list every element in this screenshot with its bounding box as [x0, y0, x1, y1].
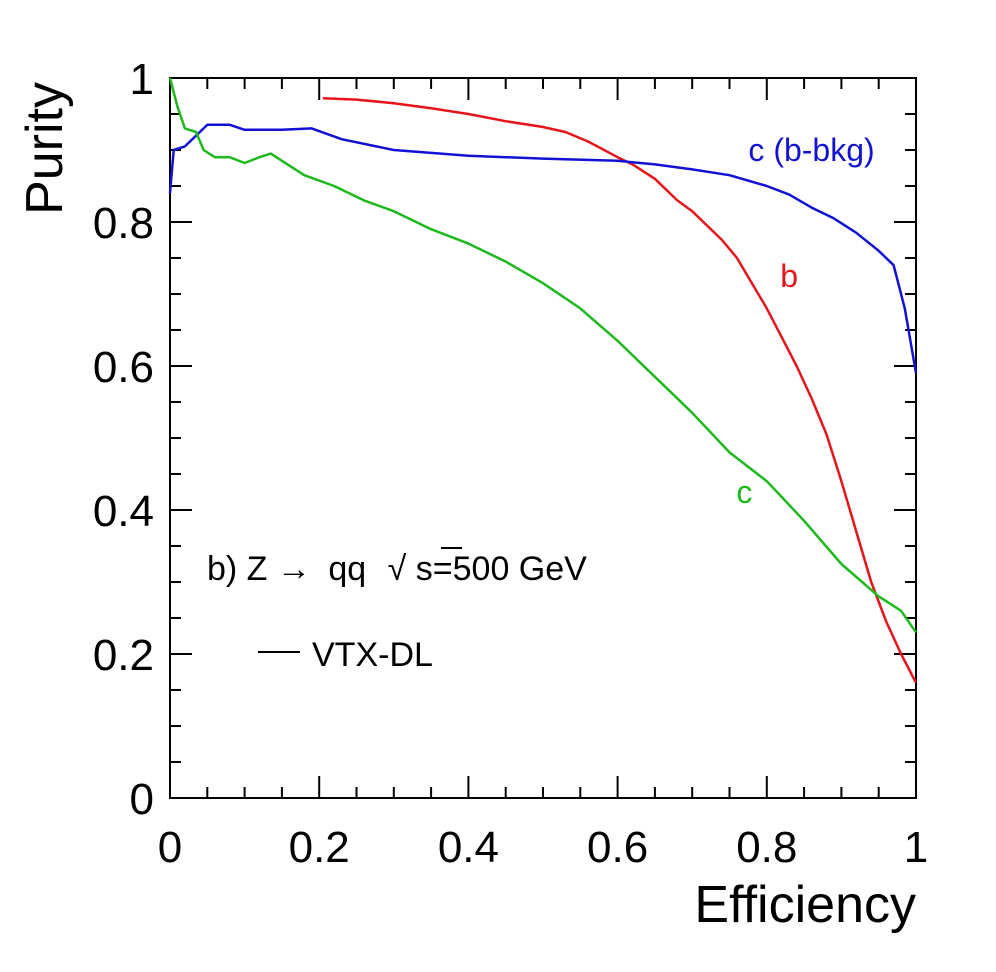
series-label: c (b-bkg) — [748, 132, 874, 168]
y-tick-label: 0.4 — [93, 487, 154, 536]
arrow-icon: → — [277, 550, 311, 588]
y-tick-label: 0.6 — [93, 343, 154, 392]
y-tick-label: 1 — [130, 55, 154, 104]
annotation-energy: s=500 GeV — [416, 550, 587, 588]
annotation-process: qq — [328, 550, 366, 588]
series-label: b — [780, 258, 798, 294]
y-axis-title: Purity — [16, 82, 74, 215]
axis-ticks — [169, 77, 917, 799]
x-tick-label: 0.4 — [438, 823, 499, 872]
plot-frame — [169, 77, 917, 799]
y-tick-label: 0.8 — [93, 199, 154, 248]
series-labels: b c (b-bkg) c — [736, 132, 874, 510]
y-tick-label: 0 — [130, 775, 154, 824]
x-tick-label: 0.2 — [289, 823, 350, 872]
series-lines — [168, 77, 918, 684]
series-line-c — [168, 77, 918, 634]
series-label: c — [736, 474, 752, 510]
y-tick-label: 0.2 — [93, 631, 154, 680]
series-line-c-b-bkg — [168, 123, 918, 374]
x-tick-label: 0 — [158, 823, 182, 872]
svg-text:b) Z → qq √: b) Z → qq √ s=500 GeV — [207, 550, 587, 588]
x-tick-label: 1 — [904, 823, 928, 872]
x-tick-label: 0.6 — [587, 823, 648, 872]
series-line-b — [322, 96, 918, 684]
x-tick-labels: 0 0.2 0.4 0.6 0.8 1 — [158, 823, 928, 872]
annotation-prefix: b) Z — [207, 550, 267, 588]
y-tick-labels: 0 0.2 0.4 0.6 0.8 1 — [93, 55, 154, 824]
x-axis-title: Efficiency — [694, 876, 916, 934]
sqrt-icon: √ — [388, 550, 407, 588]
legend: VTX-DL — [258, 636, 433, 674]
legend-entry: VTX-DL — [312, 636, 433, 674]
x-tick-label: 0.8 — [736, 823, 797, 872]
annotation: b) Z → qq √ s=500 GeV — [207, 547, 587, 588]
